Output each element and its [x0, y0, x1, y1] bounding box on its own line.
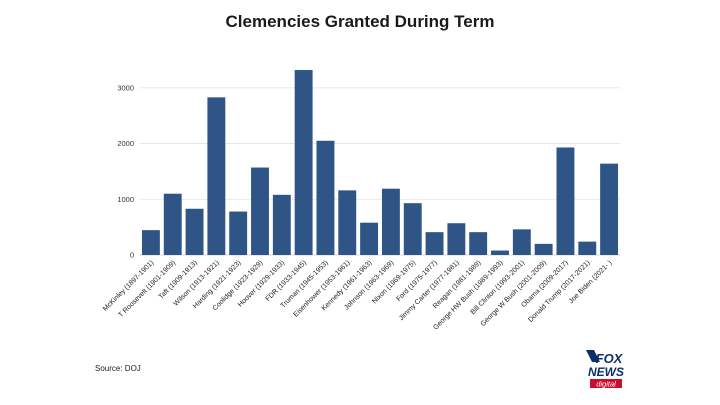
- bar: [251, 167, 269, 255]
- logo-text-fox: FOX: [596, 351, 624, 366]
- bar: [512, 229, 531, 255]
- bar: [294, 70, 313, 256]
- logo-text-digital: digital: [596, 380, 616, 389]
- logo-text-news: NEWS: [588, 365, 624, 379]
- bar: [403, 203, 422, 255]
- x-category-label: FDR (1933-1945): [265, 259, 308, 302]
- source-note: Source: DOJ: [95, 364, 141, 373]
- bar: [185, 208, 204, 255]
- fox-news-digital-logo: FOX NEWS digital: [584, 348, 626, 390]
- bar: [425, 232, 444, 255]
- x-category-label: Taft (1909-1913): [158, 259, 199, 300]
- bar: [447, 223, 466, 255]
- bar: [272, 194, 291, 255]
- x-category-label: Ford (1975-1977): [395, 259, 438, 302]
- y-tick-label: 2000: [117, 139, 134, 148]
- chart-title: Clemencies Granted During Term: [225, 12, 495, 31]
- bar: [207, 97, 226, 255]
- bar: [381, 188, 400, 255]
- bar: [578, 241, 597, 255]
- bars: [141, 70, 619, 256]
- bar: [316, 140, 335, 255]
- y-tick-label: 0: [130, 251, 134, 260]
- bar: [360, 222, 379, 255]
- bar: [338, 190, 357, 255]
- bar: [491, 250, 509, 255]
- bar: [141, 230, 160, 255]
- y-axis-tick-labels: 0 1000 2000 3000: [117, 83, 134, 259]
- y-tick-label: 1000: [117, 195, 134, 204]
- bar: [534, 243, 553, 255]
- x-category-label: Joe Biden (2021- ): [568, 259, 614, 305]
- bar: [556, 147, 575, 255]
- bar: [229, 211, 248, 255]
- bar: [600, 163, 619, 255]
- x-axis-category-labels: McKinley (1897-1901)T Roosevelt (1901-19…: [102, 259, 614, 331]
- y-tick-label: 3000: [117, 83, 134, 92]
- bar: [469, 232, 488, 255]
- bar: [163, 193, 182, 255]
